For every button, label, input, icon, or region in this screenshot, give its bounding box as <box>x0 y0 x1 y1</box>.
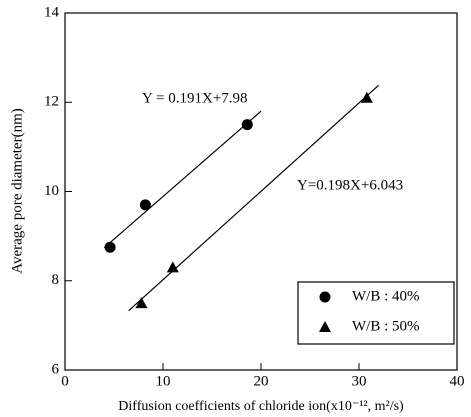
y-tick-label: 14 <box>44 4 60 20</box>
x-tick-label: 30 <box>352 373 367 389</box>
legend-box <box>297 281 455 345</box>
x-tick-label: 0 <box>61 373 69 389</box>
data-point <box>104 241 116 253</box>
y-tick-label: 8 <box>52 272 60 288</box>
annotation: Y=0.198X+6.043 <box>297 177 403 193</box>
data-point <box>360 91 373 103</box>
data-point <box>139 199 151 211</box>
legend-marker <box>319 291 331 303</box>
x-tick-label: 20 <box>254 373 269 389</box>
x-tick-label: 40 <box>450 373 465 389</box>
y-tick-label: 6 <box>52 361 60 377</box>
legend-label: W/B : 40% <box>352 288 420 304</box>
data-point <box>241 119 253 131</box>
legend-label: W/B : 50% <box>352 318 420 334</box>
annotation: Y = 0.191X+7.98 <box>142 90 248 106</box>
fit-line <box>103 110 262 249</box>
legend-marker <box>319 321 331 332</box>
data-point <box>166 261 179 273</box>
y-tick-label: 10 <box>44 183 59 199</box>
fit-line <box>128 84 380 312</box>
y-axis-label: Average pore diameter(nm) <box>9 108 25 273</box>
x-axis-label: Diffusion coefficients of chloride ion(x… <box>118 399 404 414</box>
y-tick-label: 12 <box>44 94 59 110</box>
data-point <box>135 297 148 309</box>
x-tick-label: 10 <box>156 373 171 389</box>
